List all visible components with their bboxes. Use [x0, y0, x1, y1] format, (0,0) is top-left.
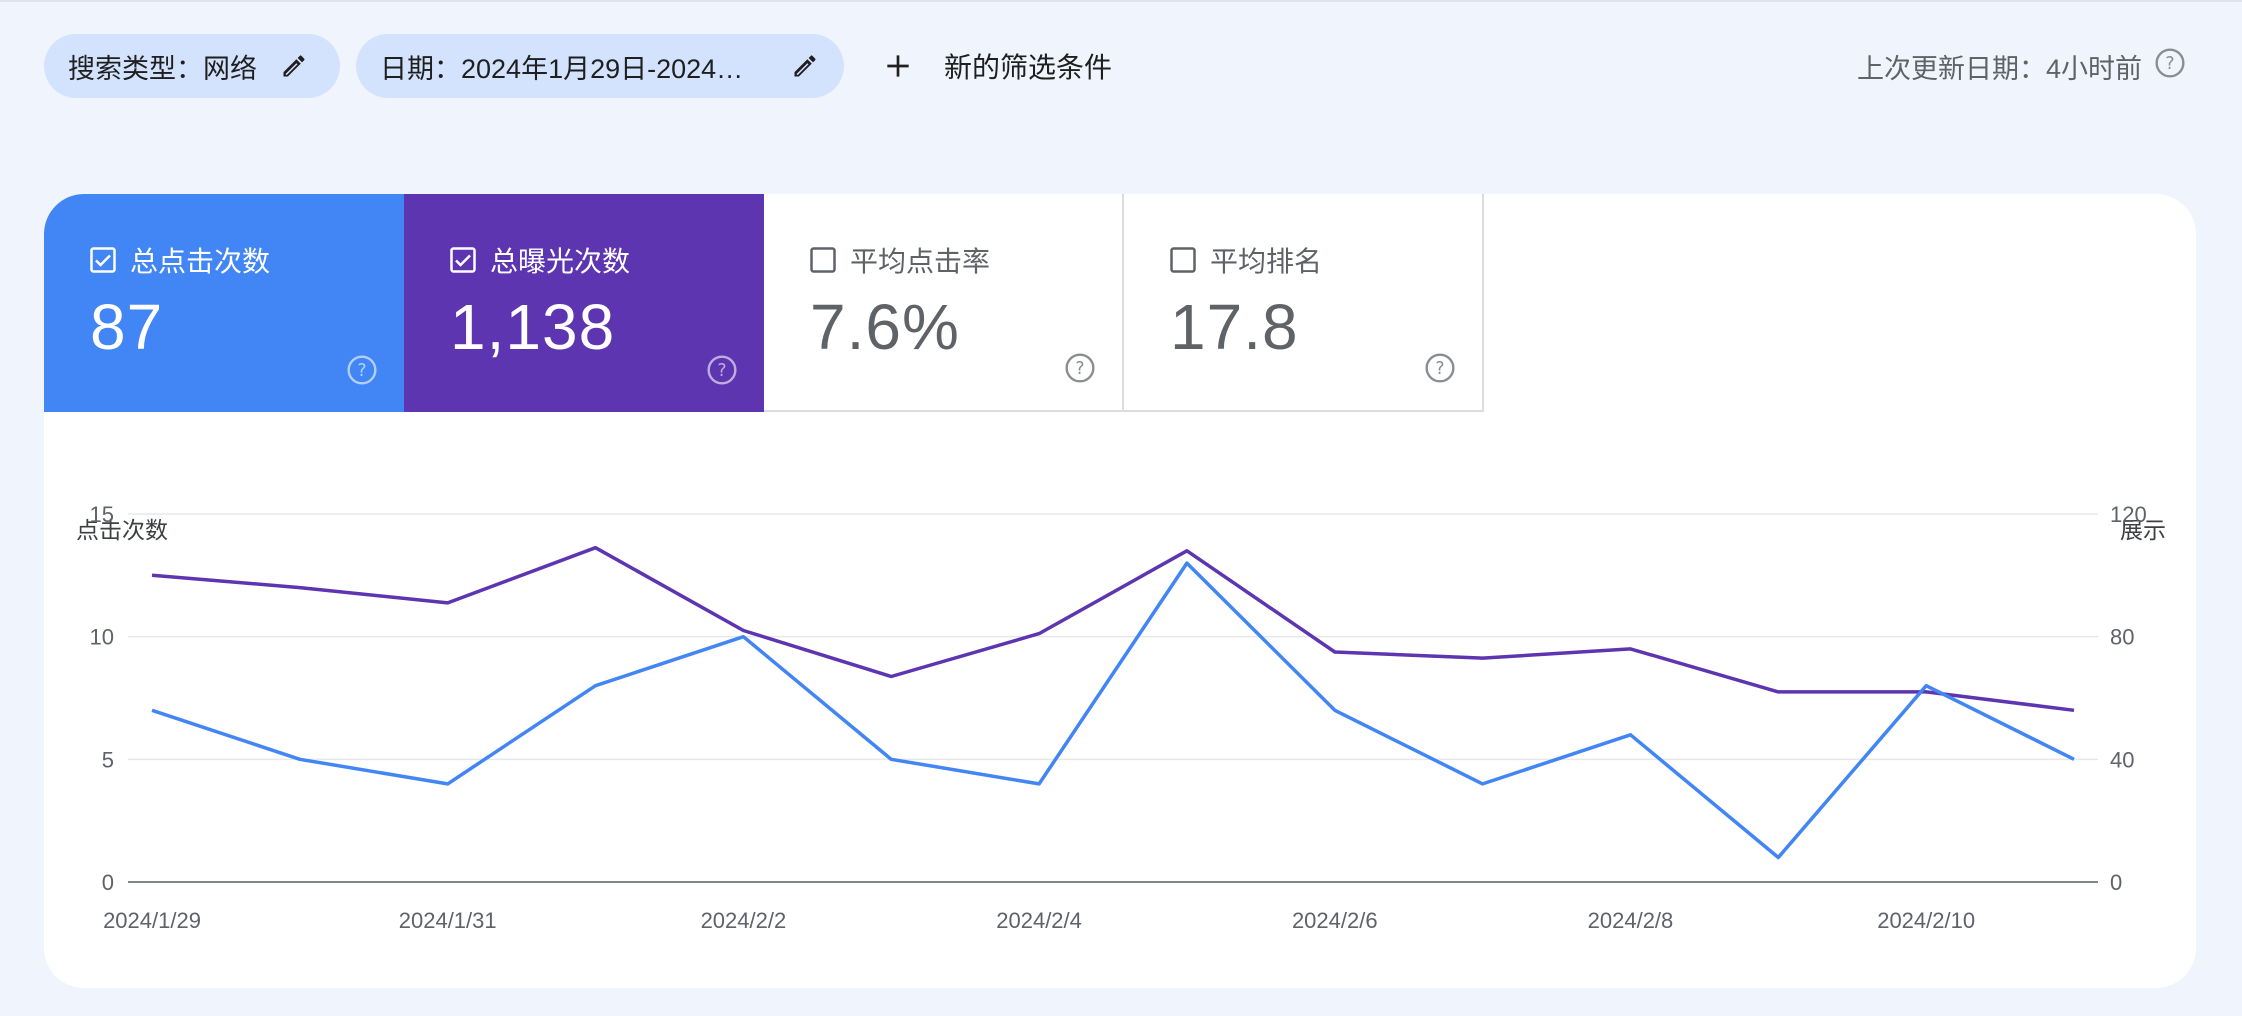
add-filter-button[interactable]: 新的筛选条件: [876, 34, 1112, 98]
right-tick-label: 0: [2110, 870, 2122, 895]
chart-series: [151, 545, 2075, 860]
metric-value: 87: [90, 291, 164, 363]
x-tick-label: 2024/2/8: [1588, 908, 1674, 933]
right-axis-title: 展示: [2120, 517, 2166, 543]
metric-value: 17.8: [1170, 291, 1299, 363]
left-tick-label: 15: [90, 502, 114, 527]
metric-tabs: 总点击次数 87 ? 总曝光次数 1,138 ?: [44, 194, 1484, 412]
left-tick-label: 10: [90, 625, 114, 650]
metric-average-ctr[interactable]: 平均点击率 7.6% ?: [764, 194, 1124, 412]
left-tick-label: 0: [102, 870, 114, 895]
chart-grid: [128, 513, 2098, 883]
left-axis-ticks: 0 5 10 15: [90, 502, 114, 895]
svg-text:?: ?: [717, 361, 726, 381]
metric-label: 平均点击率: [850, 246, 991, 277]
help-icon[interactable]: ?: [346, 354, 378, 386]
x-tick-label: 2024/2/2: [701, 908, 787, 933]
series-line-clicks: [151, 561, 2075, 860]
left-tick-label: 5: [102, 747, 114, 772]
last-update-info: 上次更新日期：4小时前 ?: [1857, 34, 2186, 98]
x-axis-ticks: 2024/1/29 2024/1/31 2024/2/2 2024/2/4 2024/2…: [103, 908, 1975, 933]
edit-pencil-icon[interactable]: [790, 51, 820, 81]
x-tick-label: 2024/2/6: [1292, 908, 1378, 933]
svg-text:?: ?: [2165, 54, 2174, 74]
right-tick-label: 120: [2110, 502, 2147, 527]
x-tick-label: 2024/1/29: [103, 908, 201, 933]
metric-value: 7.6%: [810, 291, 960, 363]
metric-label: 总曝光次数: [490, 246, 631, 277]
x-tick-label: 2024/2/4: [996, 908, 1082, 933]
help-icon[interactable]: ?: [1424, 352, 1456, 384]
series-line-impressions: [151, 545, 2075, 713]
x-tick-label: 2024/1/31: [399, 908, 497, 933]
edit-pencil-icon[interactable]: [279, 51, 309, 81]
metric-total-impressions[interactable]: 总曝光次数 1,138 ?: [404, 194, 764, 412]
metric-label: 总点击次数: [130, 246, 271, 277]
date-filter-label: 日期：2024年1月29日-2024年2月11日: [380, 53, 768, 84]
metric-label: 平均排名: [1210, 246, 1323, 277]
right-axis-ticks: 0 40 80 120: [2110, 502, 2147, 895]
svg-text:?: ?: [357, 361, 366, 381]
svg-text:?: ?: [1435, 359, 1444, 379]
search-type-filter-chip[interactable]: 搜索类型：网络: [44, 34, 340, 98]
metric-average-position[interactable]: 平均排名 17.8 ?: [1124, 194, 1484, 412]
svg-text:?: ?: [1075, 359, 1084, 379]
add-filter-label: 新的筛选条件: [944, 52, 1113, 83]
checked-checkbox-icon[interactable]: [90, 247, 116, 273]
top-divider: [0, 0, 2242, 2]
unchecked-checkbox-icon[interactable]: [810, 247, 836, 273]
help-icon[interactable]: ?: [706, 354, 738, 386]
right-tick-label: 80: [2110, 625, 2134, 650]
plus-icon: [876, 44, 920, 88]
help-icon[interactable]: ?: [1064, 352, 1096, 384]
unchecked-checkbox-icon[interactable]: [1170, 247, 1196, 273]
last-update-text: 上次更新日期：4小时前: [1856, 53, 2142, 84]
date-filter-chip[interactable]: 日期：2024年1月29日-2024年2月11日: [356, 34, 844, 98]
checked-checkbox-icon[interactable]: [450, 247, 476, 273]
help-icon[interactable]: ?: [2154, 47, 2186, 86]
right-tick-label: 40: [2110, 747, 2134, 772]
search-type-filter-label: 搜索类型：网络: [68, 53, 257, 84]
performance-card: 总点击次数 87 ? 总曝光次数 1,138 ?: [44, 194, 2196, 988]
x-tick-label: 2024/2/10: [1877, 908, 1975, 933]
metric-total-clicks[interactable]: 总点击次数 87 ?: [44, 194, 404, 412]
metric-value: 1,138: [450, 291, 616, 363]
left-axis-title: 点击次数: [76, 517, 168, 543]
